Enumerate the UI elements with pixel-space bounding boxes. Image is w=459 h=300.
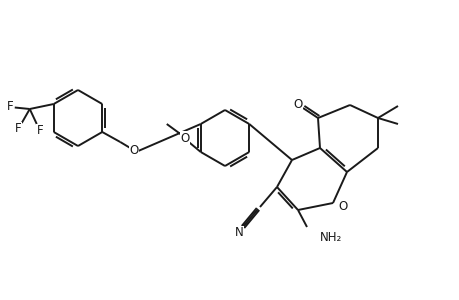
- Text: O: O: [129, 143, 139, 157]
- Text: N: N: [234, 226, 243, 239]
- Text: F: F: [14, 122, 21, 136]
- Text: F: F: [36, 124, 43, 137]
- Text: NH₂: NH₂: [319, 232, 341, 244]
- Text: O: O: [338, 200, 347, 214]
- Text: F: F: [6, 100, 13, 113]
- Text: O: O: [293, 98, 302, 110]
- Text: O: O: [180, 131, 189, 145]
